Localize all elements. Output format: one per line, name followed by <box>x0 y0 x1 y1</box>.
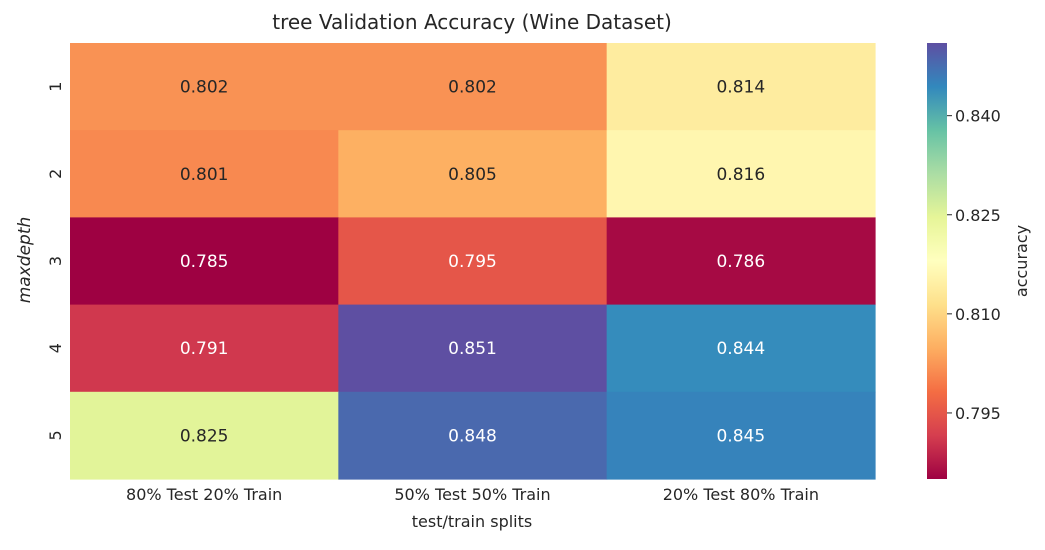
heatmap-cell <box>606 391 876 480</box>
colorbar-tick-label: 0.810 <box>955 305 1001 324</box>
cell-value-label: 0.848 <box>448 426 497 446</box>
cell-value-label: 0.786 <box>716 252 765 272</box>
x-tick-label: 50% Test 50% Train <box>394 485 550 504</box>
y-tick-label: 3 <box>46 256 65 266</box>
x-tick-label: 20% Test 80% Train <box>663 485 819 504</box>
x-tick-labels: 80% Test 20% Train 50% Test 50% Train 20% … <box>126 485 819 504</box>
colorbar-tick-labels: 0.795 0.810 0.825 0.840 <box>947 107 1001 423</box>
cell-value-label: 0.844 <box>716 339 765 359</box>
y-tick-label: 2 <box>46 169 65 179</box>
heatmap-cell <box>338 391 608 480</box>
heatmap-cell <box>606 217 876 306</box>
heatmap-cell <box>70 130 339 218</box>
heatmap-cell <box>606 304 876 393</box>
cell-value-labels: 0.802 0.802 0.814 0.801 0.805 0.816 0.785 0.795… <box>180 78 765 447</box>
heatmap-cell <box>338 130 608 218</box>
x-axis-label: test/train splits <box>412 512 532 531</box>
cell-value-label: 0.805 <box>448 165 497 185</box>
colorbar <box>927 43 947 479</box>
cell-value-label: 0.795 <box>448 252 497 272</box>
chart-title: tree Validation Accuracy (Wine Dataset) <box>272 10 672 34</box>
colorbar-tick-label: 0.840 <box>955 107 1001 126</box>
colorbar-tick-label: 0.795 <box>955 404 1001 423</box>
x-tick-label: 80% Test 20% Train <box>126 485 282 504</box>
cell-value-label: 0.825 <box>180 426 229 446</box>
cell-value-label: 0.851 <box>448 339 497 359</box>
y-tick-labels: 1 2 3 4 5 <box>46 82 65 441</box>
colorbar-label: accuracy <box>1012 225 1031 297</box>
heatmap-cell <box>70 217 339 306</box>
heatmap-cell <box>338 43 608 131</box>
y-tick-label: 4 <box>46 343 65 353</box>
heatmap-cell <box>338 304 608 393</box>
heatmap-cell <box>70 43 339 131</box>
y-tick-label: 5 <box>46 430 65 440</box>
cell-value-label: 0.791 <box>180 339 229 359</box>
cell-value-label: 0.816 <box>716 165 765 185</box>
y-axis-label: maxdepth <box>15 217 35 304</box>
cell-value-label: 0.802 <box>180 78 229 98</box>
cell-value-label: 0.845 <box>716 426 765 446</box>
heatmap-cells <box>70 43 876 480</box>
heatmap-cell <box>338 217 608 306</box>
heatmap-cell <box>70 391 339 480</box>
cell-value-label: 0.802 <box>448 78 497 98</box>
heatmap-cell <box>606 130 876 218</box>
colorbar-tick-label: 0.825 <box>955 206 1001 225</box>
cell-value-label: 0.814 <box>716 78 765 98</box>
y-tick-label: 1 <box>46 82 65 92</box>
heatmap-cell <box>606 43 876 131</box>
cell-value-label: 0.785 <box>180 252 229 272</box>
cell-value-label: 0.801 <box>180 165 229 185</box>
heatmap-cell <box>70 304 339 393</box>
